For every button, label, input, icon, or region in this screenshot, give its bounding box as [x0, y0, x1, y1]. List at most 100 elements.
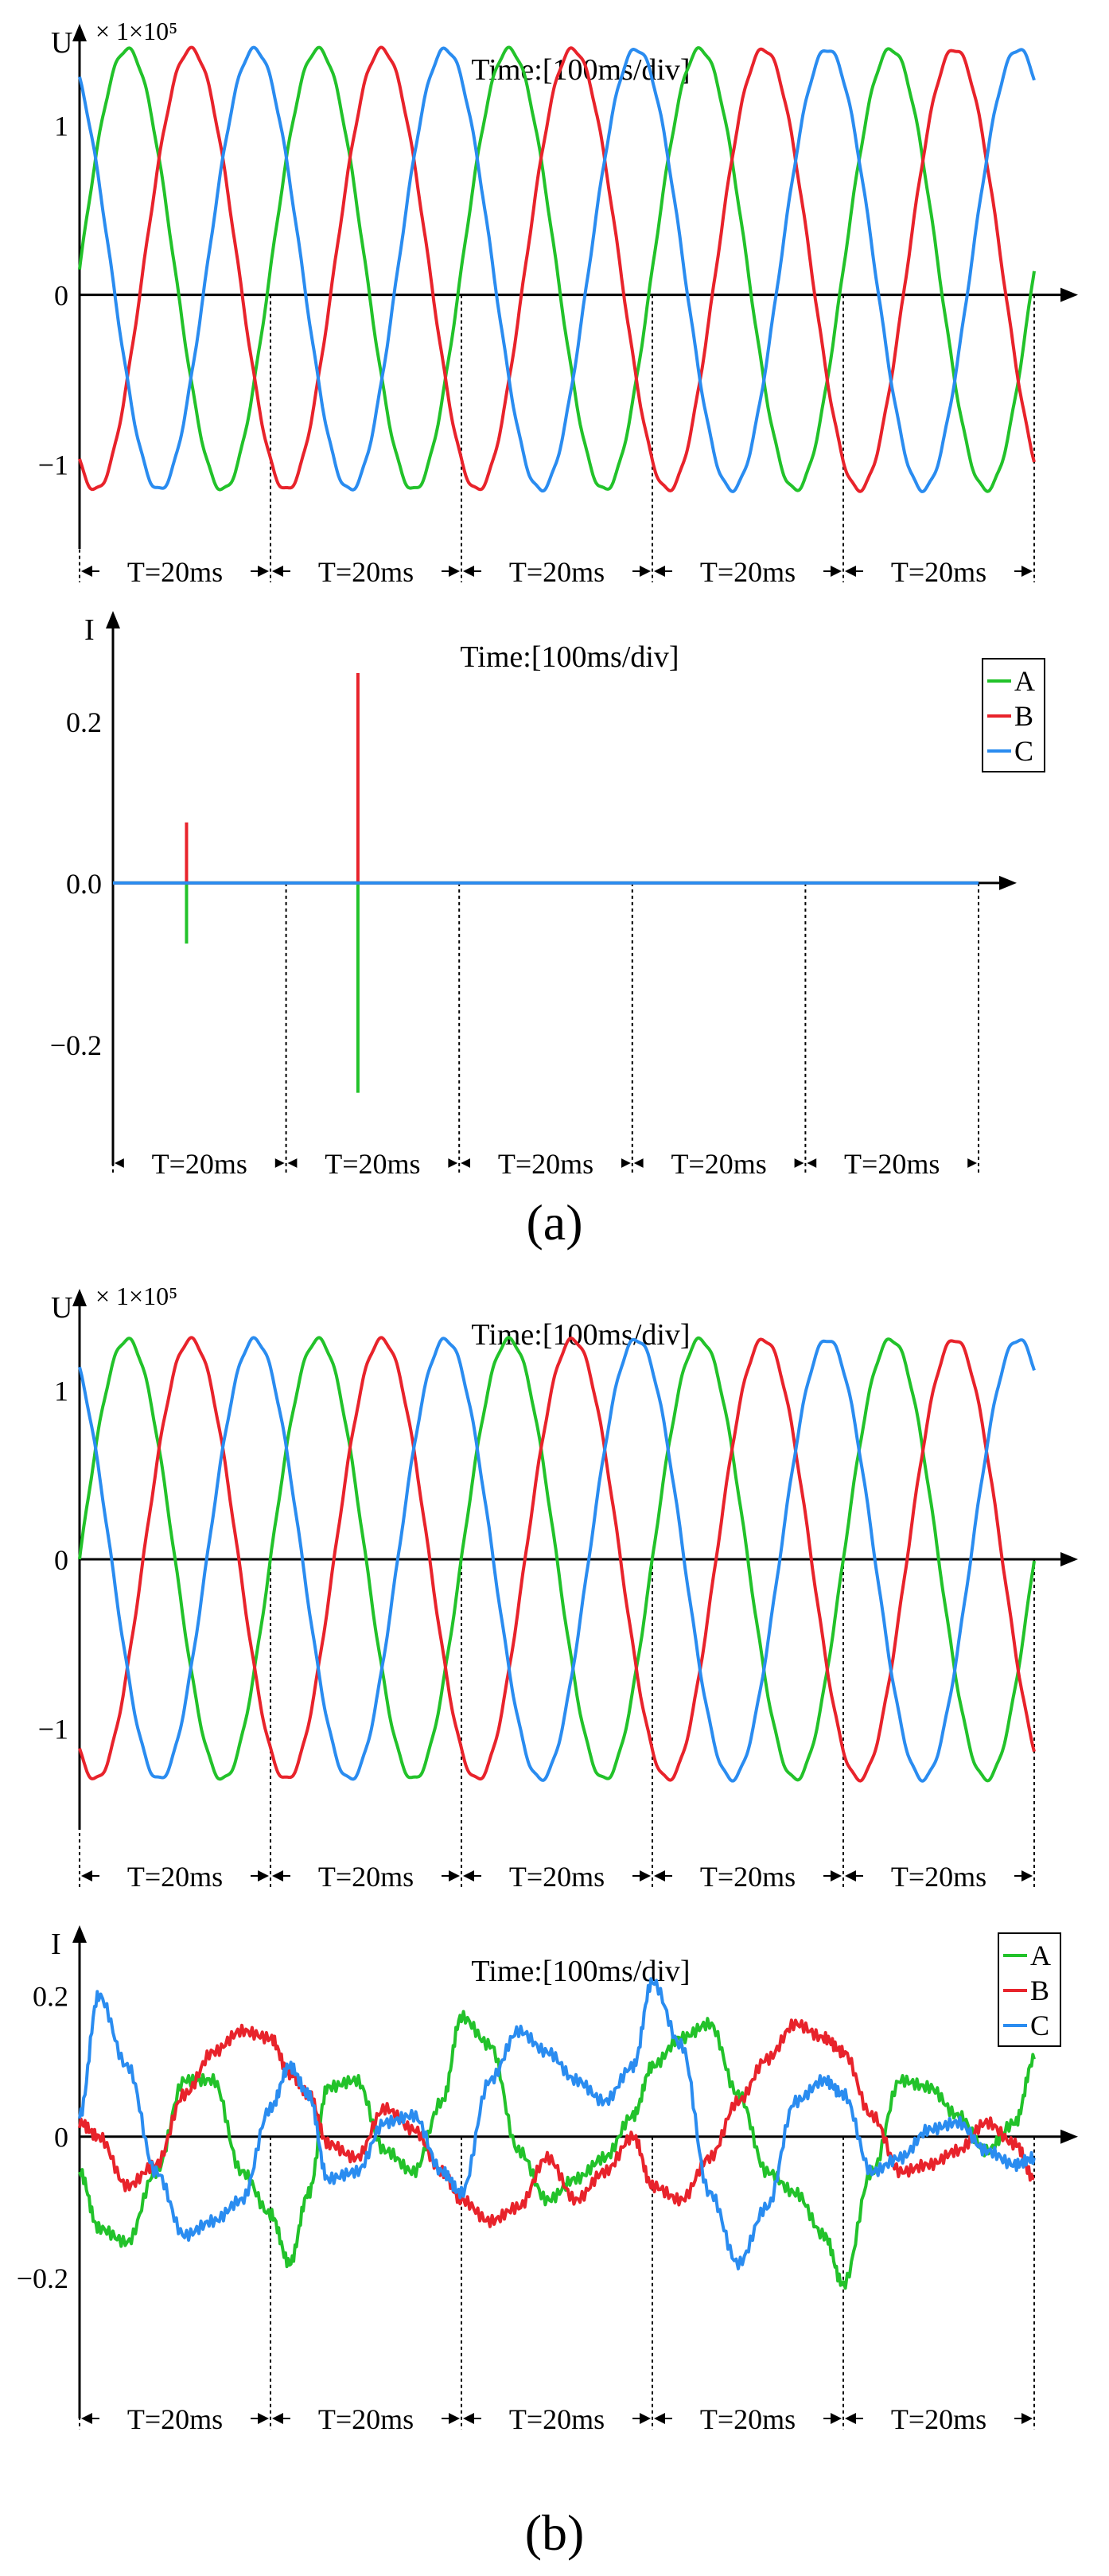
y-axis-arrow: [72, 24, 87, 41]
legend-label-a: A: [1030, 1940, 1051, 1971]
panel-label-b: (b): [525, 2504, 585, 2561]
axis-multiplier: × 1×10⁵: [95, 1282, 177, 1310]
panel-label-a: (a): [526, 1194, 582, 1251]
period-arrow-left: [115, 1158, 126, 1169]
period-arrow-right: [792, 1158, 804, 1169]
period-label-bg: [123, 1146, 275, 1181]
series-a-line: [78, 1336, 1036, 1783]
period-label-bg: [672, 1858, 823, 1893]
period-label: T=20ms: [700, 556, 796, 588]
period-label-bg: [863, 554, 1014, 589]
period-label-bg: [863, 1858, 1014, 1893]
period-arrow-left: [463, 566, 474, 577]
period-label: T=20ms: [318, 556, 414, 588]
period-arrow-right: [640, 566, 651, 577]
axis-multiplier: × 1×10⁵: [95, 17, 177, 45]
series-a-line: [78, 2010, 1036, 2290]
series-c-line: [78, 45, 1036, 493]
x-axis-arrow: [1060, 287, 1078, 302]
period-label: T=20ms: [700, 1861, 796, 1893]
period-arrow-right: [640, 1870, 651, 1881]
period-arrow-right: [449, 1870, 460, 1881]
period-arrow-right: [966, 1158, 977, 1169]
period-label: T=20ms: [509, 556, 605, 588]
period-arrow-left: [463, 2413, 474, 2424]
period-label-bg: [481, 1858, 632, 1893]
y-axis-arrow: [72, 1289, 87, 1306]
period-arrow-left: [287, 1158, 299, 1169]
y-tick-label: 1: [54, 111, 68, 142]
period-label-bg: [672, 554, 823, 589]
period-arrow-right: [258, 566, 269, 577]
legend-label-a: A: [1014, 665, 1035, 697]
period-label: T=20ms: [844, 1148, 940, 1180]
series-c-line: [78, 1977, 1036, 2271]
period-label: T=20ms: [700, 2403, 796, 2435]
series-b-line: [78, 1336, 1036, 1783]
period-arrow-left: [654, 1870, 665, 1881]
period-label-bg: [481, 2401, 632, 2436]
period-label-bg: [290, 1858, 442, 1893]
period-arrow-right: [449, 566, 460, 577]
period-arrow-left: [633, 1158, 645, 1169]
period-label: T=20ms: [671, 1148, 766, 1180]
y-axis-label: U: [51, 26, 72, 60]
period-label: T=20ms: [891, 1861, 986, 1893]
period-label-bg: [672, 2401, 823, 2436]
period-label-bg: [470, 1146, 621, 1181]
period-label: T=20ms: [152, 1148, 247, 1180]
period-arrow-right: [1021, 566, 1033, 577]
period-label: T=20ms: [127, 556, 223, 588]
x-axis-arrow: [999, 875, 1017, 890]
period-label-bg: [643, 1146, 795, 1181]
period-arrow-right: [258, 2413, 269, 2424]
period-arrow-left: [654, 566, 665, 577]
period-label-bg: [99, 1858, 251, 1893]
y-tick-label: 1: [54, 1376, 68, 1407]
time-scale-annotation: Time:[100ms/div]: [460, 640, 679, 674]
period-arrow-right: [831, 2413, 842, 2424]
y-axis-label: U: [51, 1291, 72, 1325]
y-tick-label: 0.2: [66, 706, 102, 738]
period-arrow-right: [449, 2413, 460, 2424]
period-label-bg: [99, 2401, 251, 2436]
period-arrow-right: [640, 2413, 651, 2424]
y-tick-label: −0.2: [17, 2263, 68, 2294]
period-arrow-left: [845, 566, 856, 577]
period-label-bg: [297, 1146, 449, 1181]
period-arrow-left: [845, 2413, 856, 2424]
period-arrow-right: [831, 566, 842, 577]
y-tick-label: −1: [38, 1714, 68, 1745]
period-arrow-left: [807, 1158, 819, 1169]
period-arrow-left: [461, 1158, 473, 1169]
y-tick-label: 0.0: [66, 868, 102, 900]
legend-label-c: C: [1014, 735, 1033, 767]
y-axis-arrow: [106, 611, 120, 628]
period-label-bg: [290, 554, 442, 589]
period-arrow-right: [1021, 1870, 1033, 1881]
period-label-bg: [290, 2401, 442, 2436]
period-arrow-left: [81, 566, 92, 577]
period-arrow-right: [1021, 2413, 1033, 2424]
period-label: T=20ms: [509, 1861, 605, 1893]
y-tick-label: −0.2: [50, 1029, 102, 1061]
period-arrow-right: [446, 1158, 458, 1169]
period-label: T=20ms: [318, 1861, 414, 1893]
legend-label-b: B: [1030, 1975, 1049, 2006]
period-arrow-right: [273, 1158, 285, 1169]
chart-a-current: I Time:[100ms/div] 0.2 0.0 −0.2 T=20ms T=20ms T…: [50, 611, 1045, 1181]
x-axis-arrow: [1060, 1552, 1078, 1566]
period-label-bg: [863, 2401, 1014, 2436]
period-label: T=20ms: [498, 1148, 593, 1180]
y-tick-label: 0: [54, 2122, 68, 2154]
period-arrow-left: [272, 566, 283, 577]
period-label-bg: [816, 1146, 968, 1181]
period-arrow-right: [258, 1870, 269, 1881]
period-arrow-left: [272, 2413, 283, 2424]
period-arrow-left: [463, 1870, 474, 1881]
period-label-bg: [99, 554, 251, 589]
